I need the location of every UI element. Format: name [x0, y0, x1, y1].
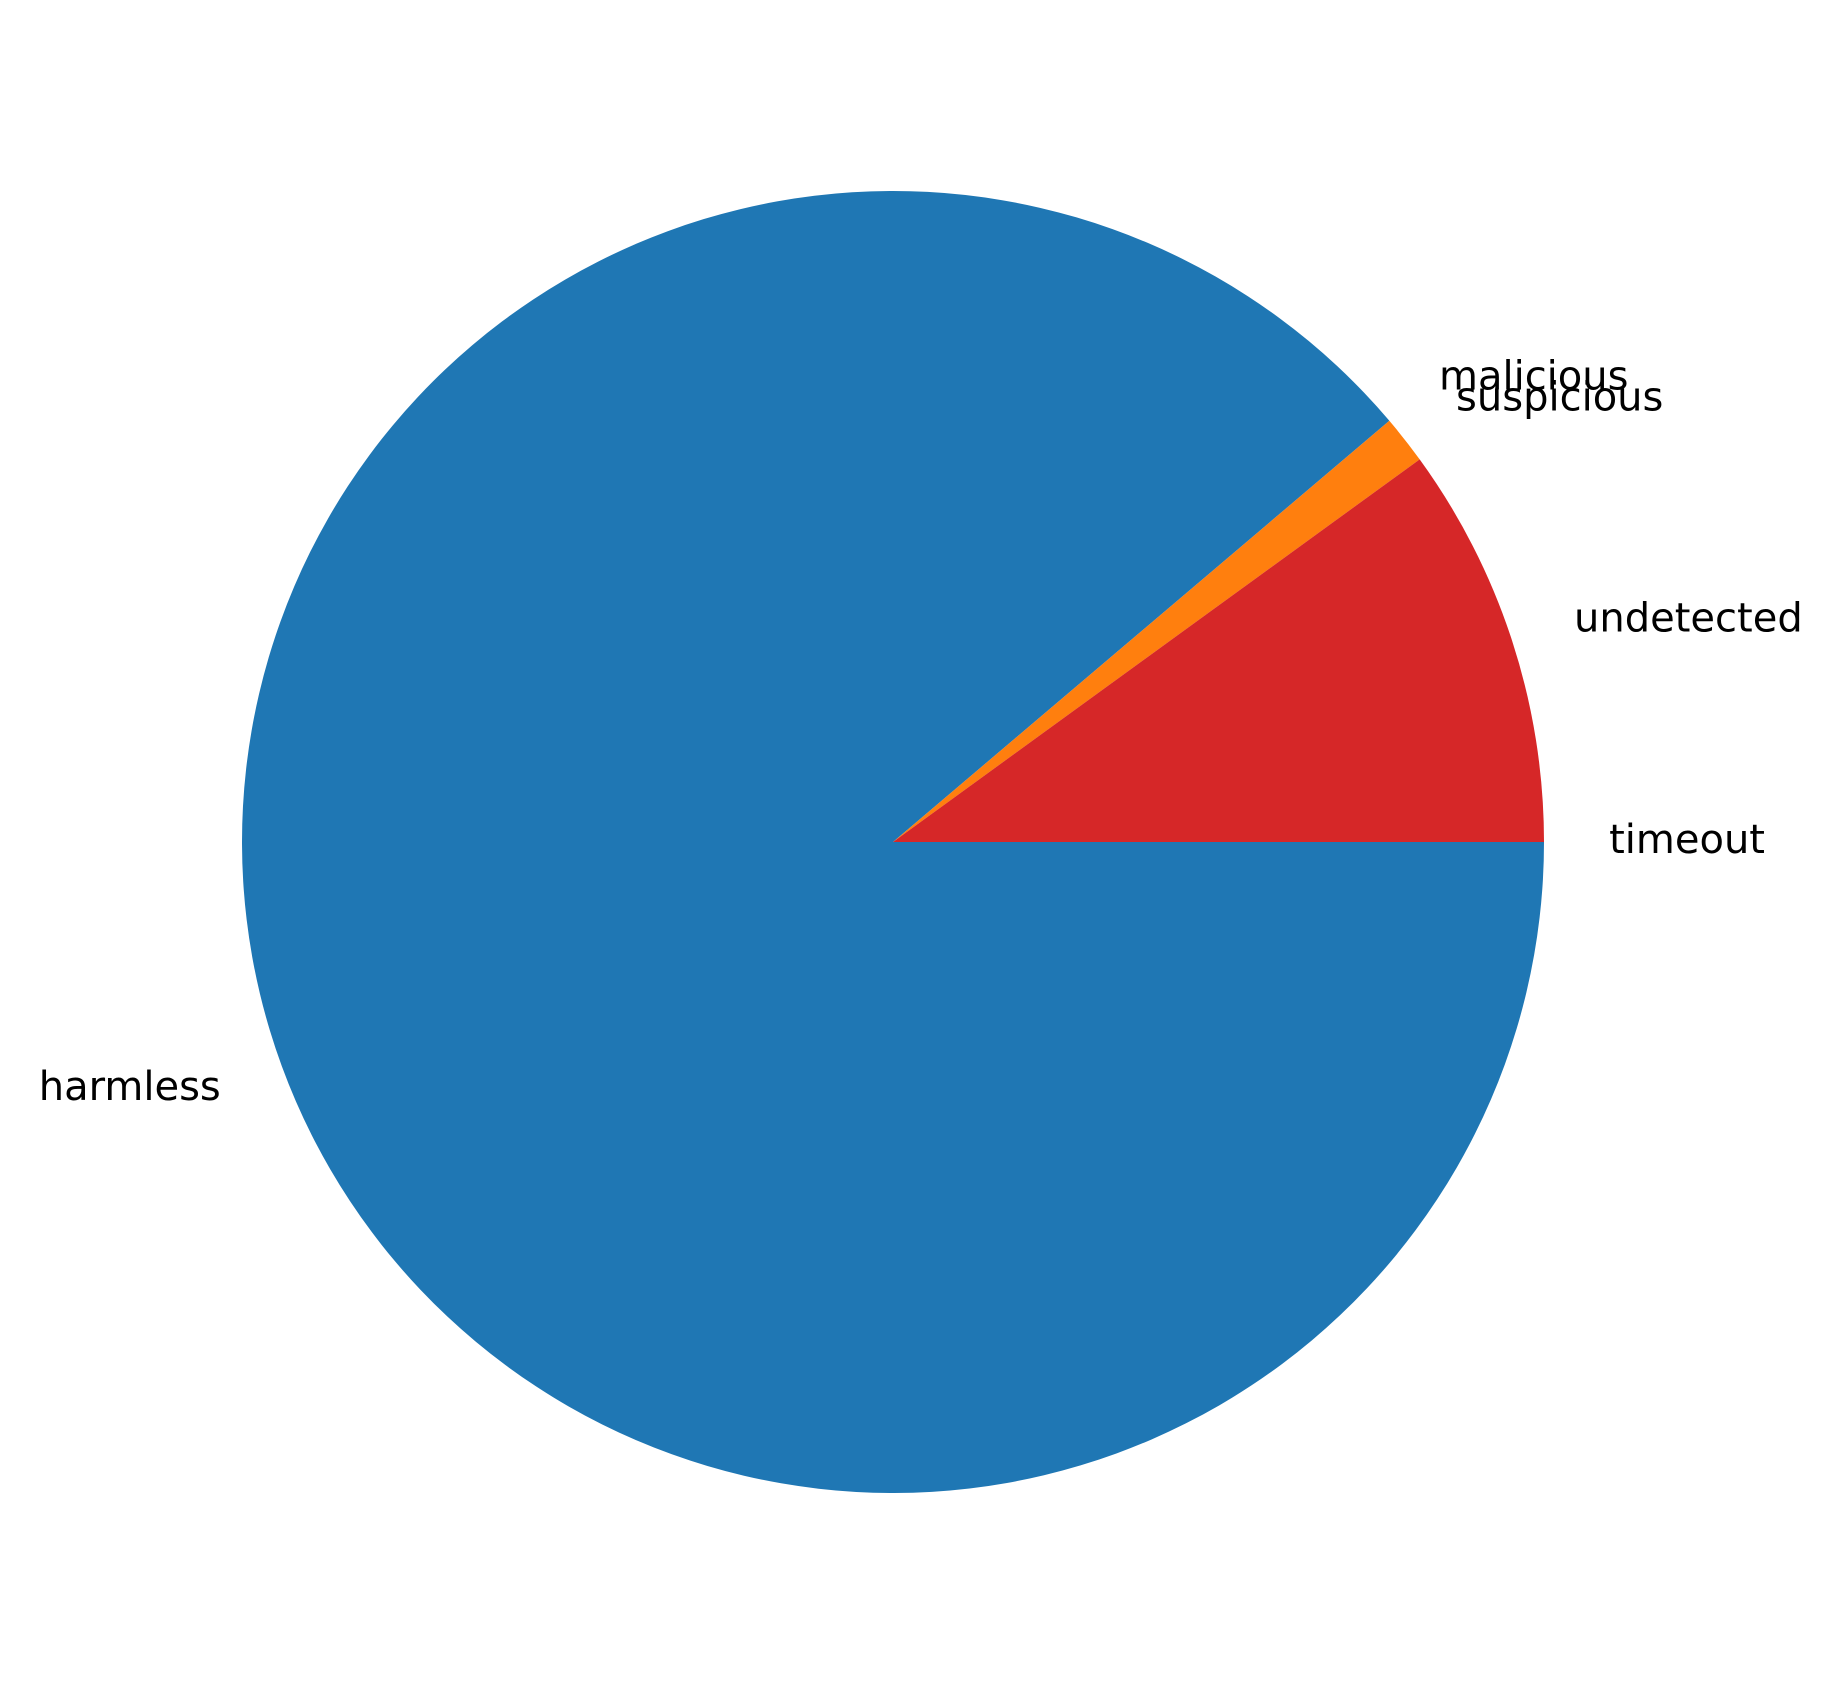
pie-label-malicious: malicious [1439, 354, 1628, 400]
pie-slice-undetected [893, 459, 1544, 842]
pie-slice-suspicious [893, 420, 1420, 842]
pie-label-suspicious: suspicious [1456, 375, 1663, 421]
pie-label-timeout: timeout [1609, 817, 1765, 863]
pie-label-harmless: harmless [39, 1064, 221, 1110]
pie-label-undetected: undetected [1574, 596, 1803, 642]
pie-slices [242, 190, 1545, 1493]
